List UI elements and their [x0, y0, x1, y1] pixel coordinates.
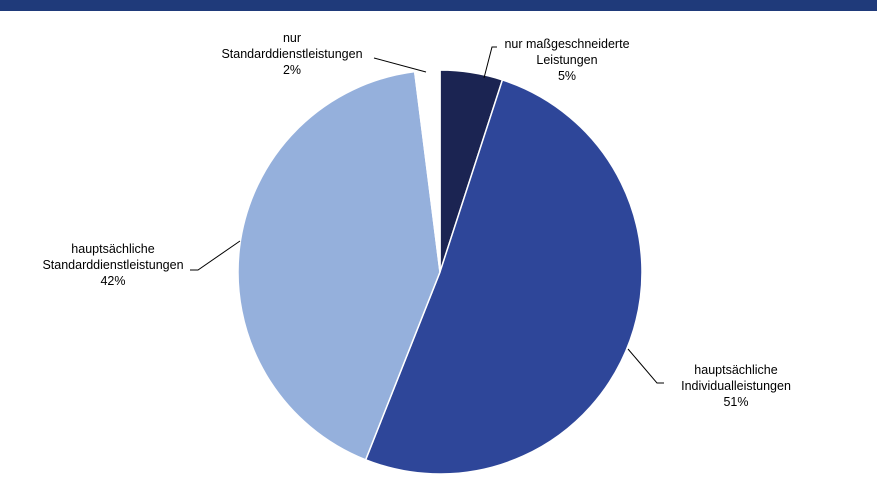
- slice-label-mainly-individual-line1: hauptsächliche: [694, 363, 777, 377]
- leader-line-mainly-standard: [190, 240, 241, 271]
- leader-lines: [190, 46, 664, 384]
- pie-slice-mainly-individual: [364, 78, 643, 475]
- leader-line-standard-only: [373, 57, 427, 73]
- pie-slice-mainly-standard: [237, 70, 441, 461]
- slice-label-mainly-standard-line2: Standarddienstleistungen: [42, 258, 183, 272]
- slice-label-custom-only-line2: Leistungen: [536, 53, 597, 67]
- slice-label-standard-only: nur Standarddienstleistungen 2%: [221, 31, 362, 77]
- slice-value-mainly-standard: 42%: [100, 274, 125, 288]
- top-header-bar: [0, 0, 877, 11]
- slice-label-custom-only-line1: nur maßgeschneiderte: [504, 37, 629, 51]
- slice-label-mainly-standard-line1: hauptsächliche: [71, 242, 154, 256]
- slice-label-custom-only: nur maßgeschneiderte Leistungen 5%: [504, 37, 629, 83]
- slice-label-standard-only-line2: Standarddienstleistungen: [221, 47, 362, 61]
- pie-slices: [237, 69, 643, 475]
- leader-line-mainly-individual: [627, 348, 664, 384]
- slice-label-standard-only-line1: nur: [283, 31, 301, 45]
- leader-line-custom-only: [483, 46, 497, 79]
- slice-label-mainly-individual: hauptsächliche Individualleistungen 51%: [681, 363, 791, 409]
- slice-value-custom-only: 5%: [558, 69, 576, 83]
- slice-value-standard-only: 2%: [283, 63, 301, 77]
- pie-slice-standard-only: [413, 69, 441, 273]
- slice-label-mainly-standard: hauptsächliche Standarddienstleistungen …: [42, 242, 183, 288]
- slice-value-mainly-individual: 51%: [723, 395, 748, 409]
- slice-label-mainly-individual-line2: Individualleistungen: [681, 379, 791, 393]
